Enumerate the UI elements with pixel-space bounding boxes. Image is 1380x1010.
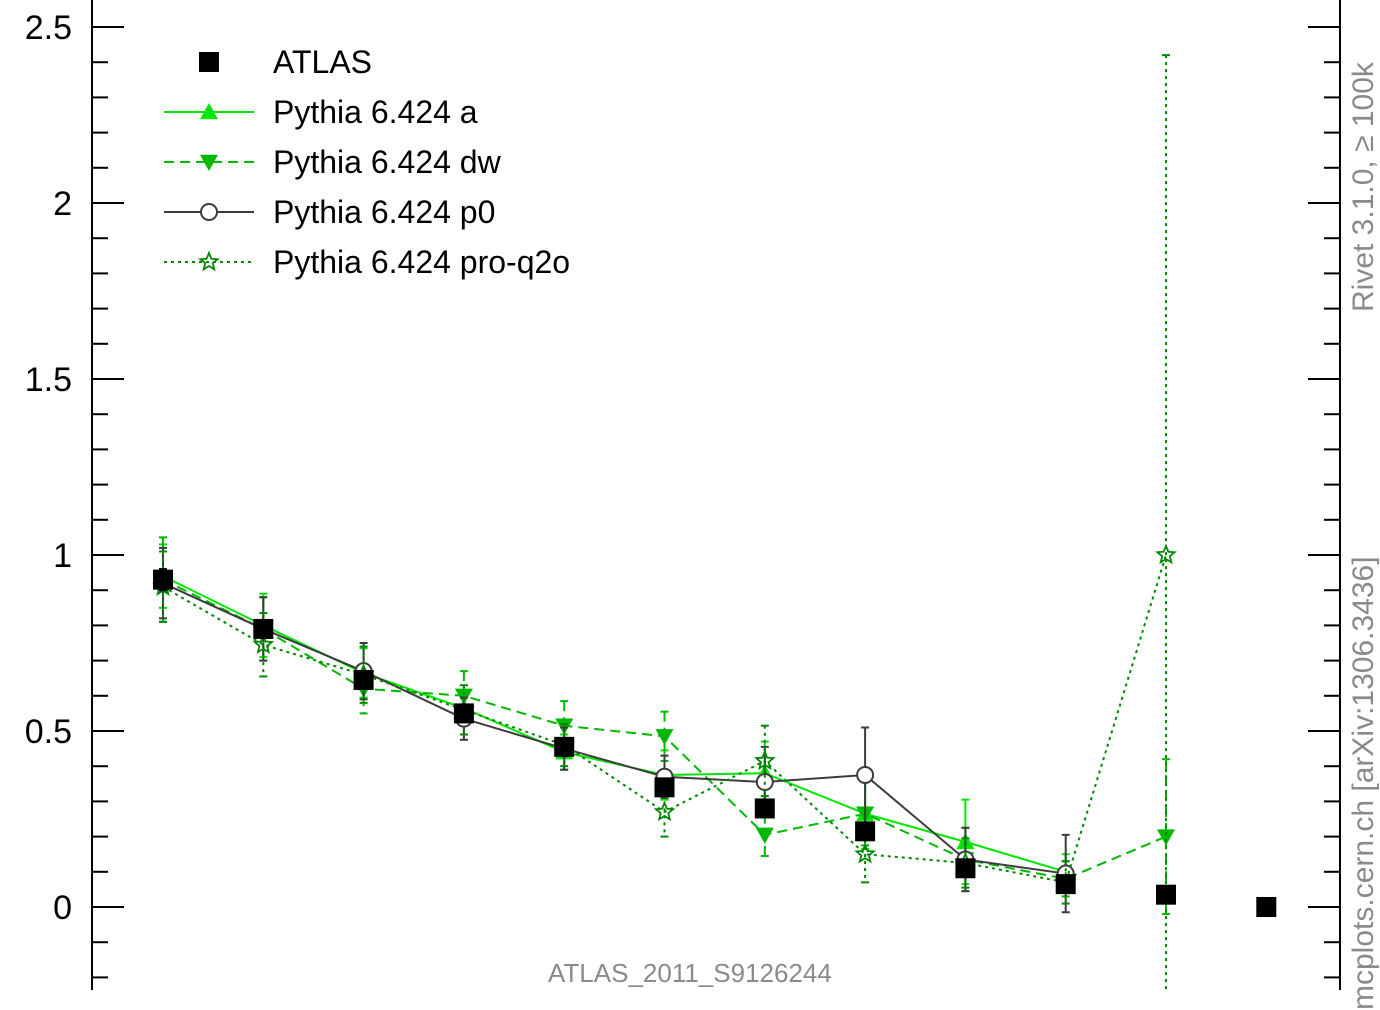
y-tick-label: 2.5 — [25, 9, 72, 47]
y-tick-label: 2 — [53, 185, 72, 223]
y-tick-label: 1.5 — [25, 361, 72, 399]
series-layer — [152, 54, 1277, 990]
data-point — [653, 800, 676, 822]
analysis-id-label: ATLAS_2011_S9126244 — [548, 958, 832, 988]
data-point — [854, 842, 877, 864]
data-point — [754, 798, 775, 819]
data-point — [1157, 829, 1175, 846]
data-point — [755, 827, 774, 844]
legend-item: Pythia 6.424 a — [164, 94, 478, 130]
legend-marker — [200, 203, 218, 221]
data-point — [654, 777, 675, 798]
data-point — [453, 703, 474, 724]
data-point — [1256, 897, 1277, 917]
legend-label: Pythia 6.424 pro-q2o — [273, 244, 570, 280]
data-point — [1055, 874, 1076, 895]
y-axis-tick-labels: 0 0.5 1 1.5 2 2.5 — [25, 9, 72, 927]
y-tick-label: 1 — [53, 537, 72, 575]
data-point — [1156, 884, 1176, 905]
data-point — [554, 736, 575, 757]
legend-label: Pythia 6.424 dw — [273, 144, 502, 180]
data-point — [753, 749, 776, 771]
data-point — [855, 821, 876, 842]
legend-item: ATLAS — [199, 44, 372, 80]
legend-marker — [200, 154, 218, 171]
legend-marker — [199, 52, 219, 72]
legend-marker — [198, 250, 220, 272]
legend-item: Pythia 6.424 dw — [164, 144, 502, 180]
data-point — [655, 729, 674, 746]
legend-label: ATLAS — [273, 44, 372, 80]
data-point — [153, 569, 173, 590]
y-axis-ticks — [92, 26, 1340, 979]
legend-item: Pythia 6.424 p0 — [164, 194, 495, 230]
y-tick-label: 0 — [53, 889, 72, 927]
legend-item: Pythia 6.424 pro-q2o — [164, 244, 570, 280]
data-point — [253, 618, 274, 639]
data-point — [955, 858, 976, 879]
legend-marker — [200, 103, 218, 120]
series-1 — [154, 543, 1075, 891]
data-point — [353, 669, 374, 690]
legend-label: Pythia 6.424 p0 — [273, 194, 495, 230]
data-point — [1155, 543, 1177, 565]
legend: ATLAS Pythia 6.424 a Pythia 6.424 dw Pythia… — [164, 44, 570, 280]
y-tick-label: 0.5 — [25, 713, 72, 751]
data-point — [856, 766, 875, 784]
series-0 — [153, 568, 1277, 917]
series-line — [162, 575, 1066, 873]
mcplots-source-label: mcplots.cern.ch [arXiv:1306.3436] — [1347, 556, 1380, 1010]
data-point — [252, 633, 275, 654]
legend-label: Pythia 6.424 a — [273, 94, 478, 130]
plot-frame — [91, 0, 1341, 990]
series-line — [162, 554, 1167, 884]
series-line — [162, 582, 1066, 875]
series-2 — [154, 536, 1175, 916]
rivet-version-label: Rivet 3.1.0, ≥ 100k — [1347, 62, 1380, 312]
